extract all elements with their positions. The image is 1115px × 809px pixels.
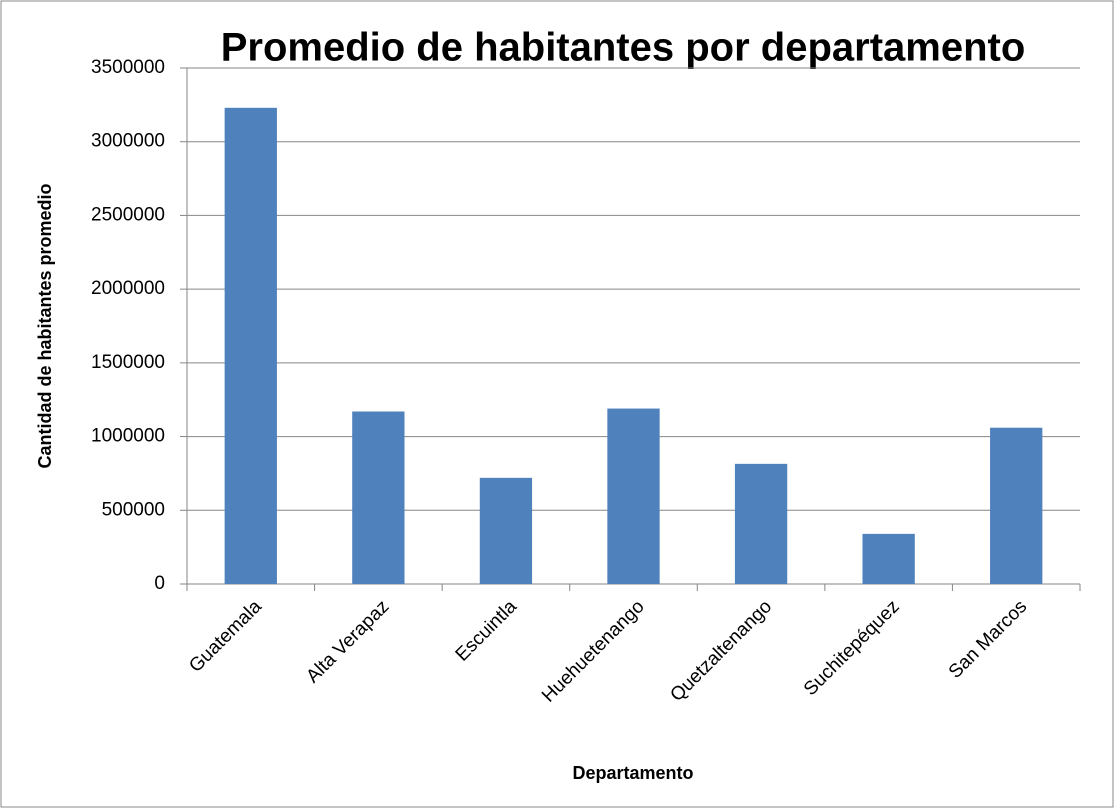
y-tick-label: 0: [154, 573, 165, 594]
y-tick-label: 2000000: [91, 278, 165, 299]
bar: [990, 427, 1043, 584]
y-tick-label: 500000: [102, 499, 165, 520]
y-tick-label: 3500000: [91, 57, 165, 78]
bar: [862, 533, 915, 584]
y-tick-label: 1500000: [91, 352, 165, 373]
x-axis-title: Departamento: [572, 763, 693, 783]
y-tick-label: 1000000: [91, 426, 165, 447]
y-tick-label: 3000000: [91, 131, 165, 152]
bar: [607, 408, 660, 584]
bar: [352, 411, 405, 584]
bar: [479, 477, 533, 584]
y-axis-title: Cantidad de habitantes promedio: [35, 183, 55, 468]
chart-title: Promedio de habitantes por departamento: [221, 26, 1026, 70]
bar: [224, 107, 277, 584]
y-tick-label: 2500000: [91, 204, 165, 225]
bar: [734, 463, 788, 584]
